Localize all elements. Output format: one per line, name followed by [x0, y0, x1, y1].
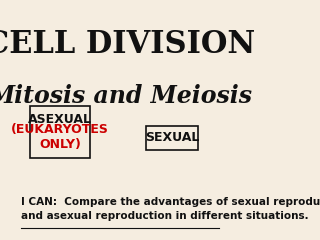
- FancyBboxPatch shape: [30, 106, 90, 158]
- Text: Mitosis and Meiosis: Mitosis and Meiosis: [0, 84, 252, 108]
- Text: (EUKARYOTES
ONLY): (EUKARYOTES ONLY): [11, 123, 109, 151]
- Text: ASEXUAL: ASEXUAL: [28, 113, 92, 126]
- Text: and asexual reproduction in different situations.: and asexual reproduction in different si…: [21, 211, 309, 221]
- Text: CELL DIVISION: CELL DIVISION: [0, 29, 255, 60]
- Text: SEXUAL: SEXUAL: [145, 131, 199, 144]
- FancyBboxPatch shape: [146, 126, 198, 150]
- Text: I CAN:  Compare the advantages of sexual reproduction: I CAN: Compare the advantages of sexual …: [21, 197, 320, 207]
